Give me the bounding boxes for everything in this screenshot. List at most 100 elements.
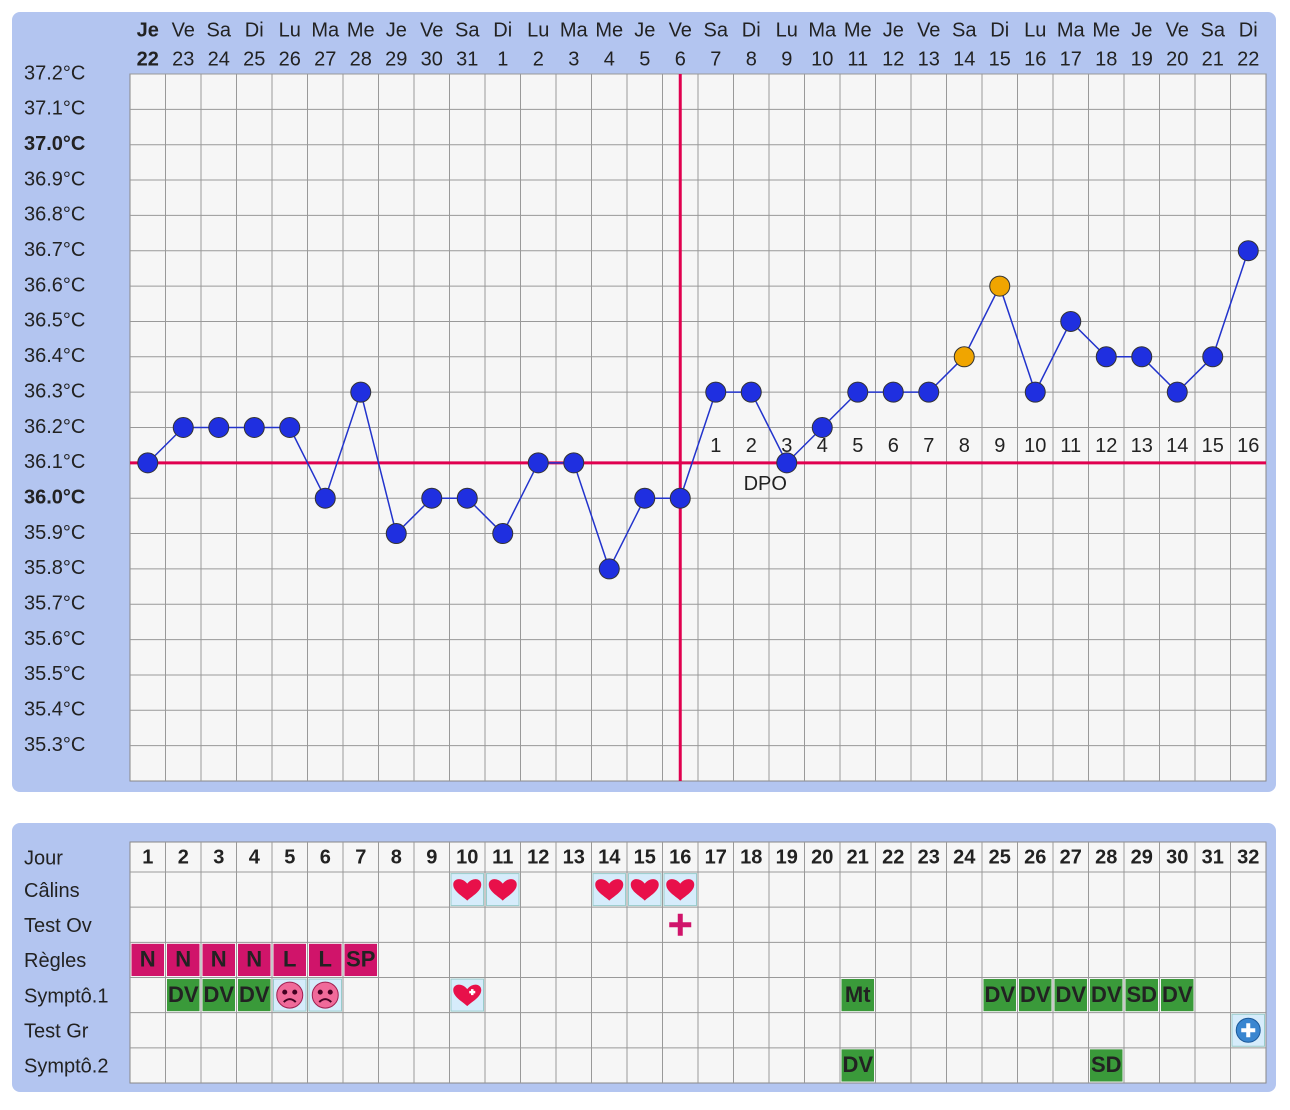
- x-tick-label: 19: [1131, 48, 1153, 70]
- dpo-label: 11: [1060, 435, 1081, 457]
- cell-badge: [983, 979, 1016, 1012]
- sad-icon: [308, 978, 342, 1012]
- cell-badge: [238, 979, 271, 1012]
- plus-icon: [669, 913, 692, 936]
- row-label: Test Gr: [24, 1021, 89, 1043]
- face: [276, 981, 304, 1009]
- y-tick-label: 35.7°C: [24, 593, 85, 615]
- weekday-label: Sa: [455, 19, 480, 41]
- weekday-label: Di: [742, 19, 761, 41]
- x-tick-label: 17: [1060, 48, 1082, 70]
- cell-text: 19: [776, 846, 798, 868]
- cell-text: 2: [178, 846, 189, 868]
- heart: [630, 879, 659, 901]
- heart-icon: [592, 873, 626, 907]
- heart-plus: [469, 989, 476, 996]
- weekday-label: Ve: [1166, 19, 1189, 41]
- temperature-point: [1131, 346, 1153, 368]
- x-tick-label: 18: [1095, 48, 1117, 70]
- cell-text: 28: [1095, 846, 1117, 868]
- x-tick-label: 26: [279, 48, 301, 70]
- x-tick-label: 20: [1166, 48, 1188, 70]
- y-tick-label: 36.9°C: [24, 168, 85, 190]
- cell-badge: [238, 943, 271, 977]
- row-label: Symptô.2: [24, 1056, 108, 1078]
- x-tick-label: 22: [137, 48, 159, 70]
- cell-text: SD: [1126, 982, 1157, 1007]
- cell-text: 6: [320, 846, 331, 868]
- x-tick-label: 15: [989, 48, 1011, 70]
- heart: [453, 984, 482, 1007]
- temperature-point: [208, 417, 230, 438]
- weekday-label: Lu: [1024, 19, 1046, 41]
- cell-text: L: [283, 947, 296, 972]
- y-tick-label: 36.3°C: [24, 380, 85, 402]
- cell-text: 8: [391, 846, 402, 868]
- cell-text: DV: [239, 982, 270, 1007]
- cell-text: DV: [1091, 982, 1122, 1007]
- face: [311, 981, 339, 1009]
- y-tick-label: 36.4°C: [24, 345, 85, 367]
- eye: [292, 989, 298, 995]
- dpo-label: 3: [781, 435, 792, 457]
- temperature-point: [776, 452, 798, 474]
- dpo-label: 14: [1166, 435, 1188, 457]
- temperature-point: [598, 558, 620, 580]
- x-tick-label: 6: [675, 48, 686, 70]
- dpo-label: 5: [852, 435, 863, 457]
- weekday-label: Ve: [172, 19, 195, 41]
- weekday-label: Di: [245, 19, 264, 41]
- temperature-point: [314, 487, 336, 509]
- temperature-point: [456, 487, 478, 509]
- x-tick-label: 7: [710, 48, 721, 70]
- heart-icon: [628, 873, 662, 907]
- x-tick-label: 13: [918, 48, 940, 70]
- temperature-point: [421, 487, 443, 509]
- temperature-point: [811, 417, 833, 438]
- eye: [317, 989, 323, 995]
- weekday-label: Di: [990, 19, 1009, 41]
- weekday-label: Me: [1092, 19, 1120, 41]
- row-label: Jour: [24, 847, 63, 869]
- x-tick-label: 12: [882, 48, 904, 70]
- weekday-label: Ma: [560, 19, 589, 41]
- cell-text: 11: [492, 846, 513, 868]
- weekday-label: Ma: [808, 19, 837, 41]
- temperature-point: [350, 381, 372, 403]
- dpo-label: 2: [746, 435, 757, 457]
- temperature-point: [563, 452, 585, 474]
- cell-text: L: [319, 947, 332, 972]
- temperature-point: [1237, 240, 1259, 262]
- heart-icon: [663, 873, 697, 907]
- temperature-point: [847, 381, 869, 403]
- cell-text: SP: [346, 947, 375, 972]
- y-tick-label: 37.0°C: [24, 133, 85, 155]
- weekday-label: Me: [595, 19, 623, 41]
- mouth: [318, 998, 332, 1003]
- cell-text: Mt: [845, 982, 871, 1007]
- y-tick-label: 36.8°C: [24, 204, 85, 226]
- heart: [488, 879, 517, 901]
- x-tick-label: 30: [421, 48, 443, 70]
- temperature-point: [527, 452, 549, 474]
- y-tick-label: 35.4°C: [24, 699, 85, 721]
- cell-text: N: [175, 947, 191, 972]
- cell-text: 13: [563, 846, 585, 868]
- cell-text: 32: [1237, 846, 1259, 868]
- heart: [595, 879, 624, 901]
- weekday-label: Ma: [1057, 19, 1086, 41]
- cell-text: 3: [213, 846, 224, 868]
- cell-text: 21: [847, 846, 869, 868]
- cell-badge: [1054, 979, 1087, 1012]
- cell-badge: [344, 943, 377, 977]
- temperature-point: [1166, 381, 1188, 403]
- temperature-point: [1202, 346, 1224, 368]
- eye: [282, 989, 288, 995]
- temperature-point: [669, 487, 691, 509]
- weekday-label: Sa: [207, 19, 232, 41]
- dpo-label: 16: [1237, 435, 1259, 457]
- y-tick-label: 35.3°C: [24, 734, 85, 756]
- cell-badge: [1125, 979, 1158, 1012]
- dpo-text: DPO: [744, 473, 787, 495]
